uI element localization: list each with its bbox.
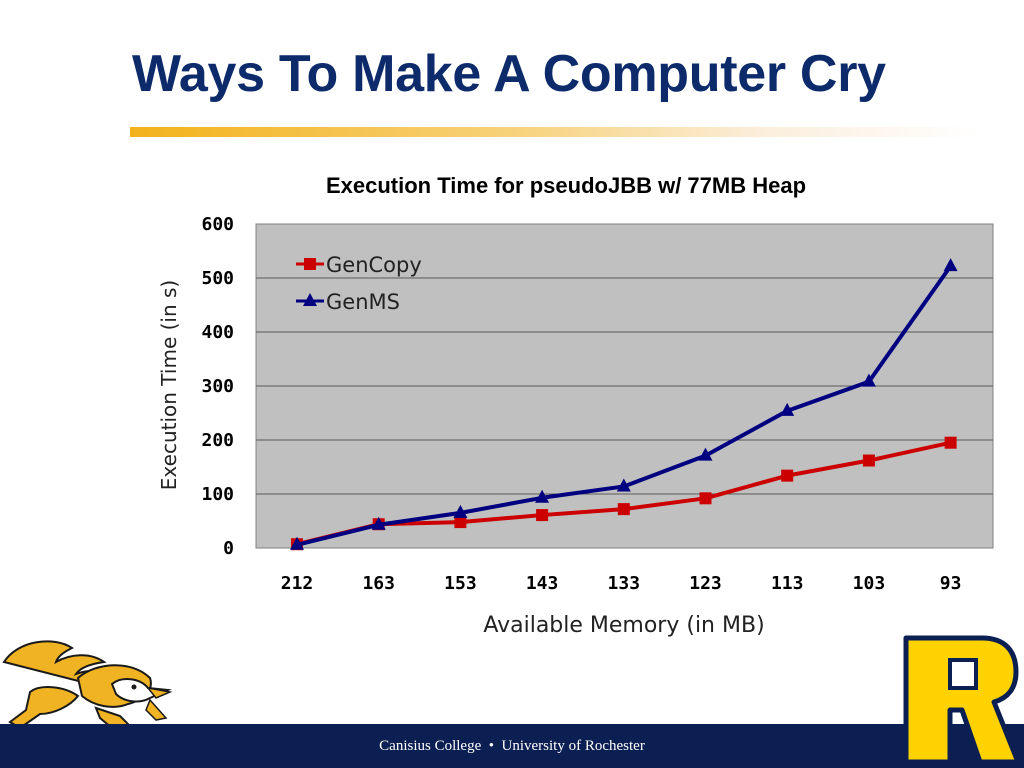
legend-marker-gencopy <box>304 258 316 270</box>
chart-title: Execution Time for pseudoJBB w/ 77MB Hea… <box>326 173 806 198</box>
y-axis-ticks: 0 100 200 300 400 500 600 <box>201 214 234 559</box>
x-tick-label: 153 <box>444 573 477 594</box>
footer-separator: • <box>488 738 495 754</box>
footer-canisius: Canisius College <box>379 738 482 754</box>
data-point-genms <box>698 447 713 461</box>
data-point-genms <box>371 516 386 530</box>
gridlines <box>256 277 993 495</box>
y-tick-label: 0 <box>223 538 234 559</box>
footer-text: Canisius College • University of Rochest… <box>0 738 1024 755</box>
y-axis-label: Execution Time (in s) <box>157 280 181 490</box>
y-tick-label: 600 <box>201 214 234 235</box>
x-tick-label: 103 <box>853 573 886 594</box>
x-axis-ticks: 212 163 153 143 133 123 113 103 93 <box>281 573 962 594</box>
series-genms <box>290 258 958 550</box>
footer-bar <box>0 724 1024 768</box>
data-point-gencopy <box>699 492 712 505</box>
data-point-gencopy <box>862 454 875 467</box>
y-tick-label: 200 <box>201 430 234 451</box>
x-tick-label: 93 <box>940 573 962 594</box>
footer-rochester: University of Rochester <box>501 738 645 754</box>
x-tick-label: 113 <box>771 573 804 594</box>
y-tick-label: 500 <box>201 268 234 289</box>
x-tick-label: 133 <box>608 573 641 594</box>
y-tick-label: 100 <box>201 484 234 505</box>
data-point-genms <box>453 504 468 518</box>
legend-label-gencopy: GenCopy <box>326 253 422 277</box>
legend-label-genms: GenMS <box>326 290 400 314</box>
legend: GenCopy GenMS <box>296 253 422 314</box>
data-point-gencopy <box>944 436 957 449</box>
chart: Execution Time for pseudoJBB w/ 77MB Hea… <box>157 173 994 638</box>
data-point-genms <box>535 489 550 503</box>
y-tick-label: 300 <box>201 376 234 397</box>
data-point-genms <box>780 402 795 416</box>
data-point-genms <box>861 373 876 387</box>
data-point-genms <box>943 258 958 272</box>
series-layer <box>290 258 958 551</box>
data-point-gencopy <box>617 503 630 516</box>
x-tick-label: 163 <box>362 573 395 594</box>
x-axis-label: Available Memory (in MB) <box>483 613 764 638</box>
x-tick-label: 123 <box>689 573 722 594</box>
data-point-gencopy <box>454 516 467 529</box>
slide-title: Ways To Make A Computer Cry <box>132 45 886 103</box>
title-underline <box>130 127 980 137</box>
x-tick-label: 212 <box>281 573 314 594</box>
data-point-gencopy <box>781 469 794 482</box>
data-point-genms <box>290 536 304 550</box>
data-point-genms <box>616 478 631 492</box>
legend-marker-genms <box>303 293 317 306</box>
data-point-gencopy <box>536 509 549 522</box>
y-tick-label: 400 <box>201 322 234 343</box>
x-tick-label: 143 <box>526 573 559 594</box>
rochester-r-logo <box>903 635 1021 765</box>
griffin-mascot-logo <box>2 640 173 730</box>
